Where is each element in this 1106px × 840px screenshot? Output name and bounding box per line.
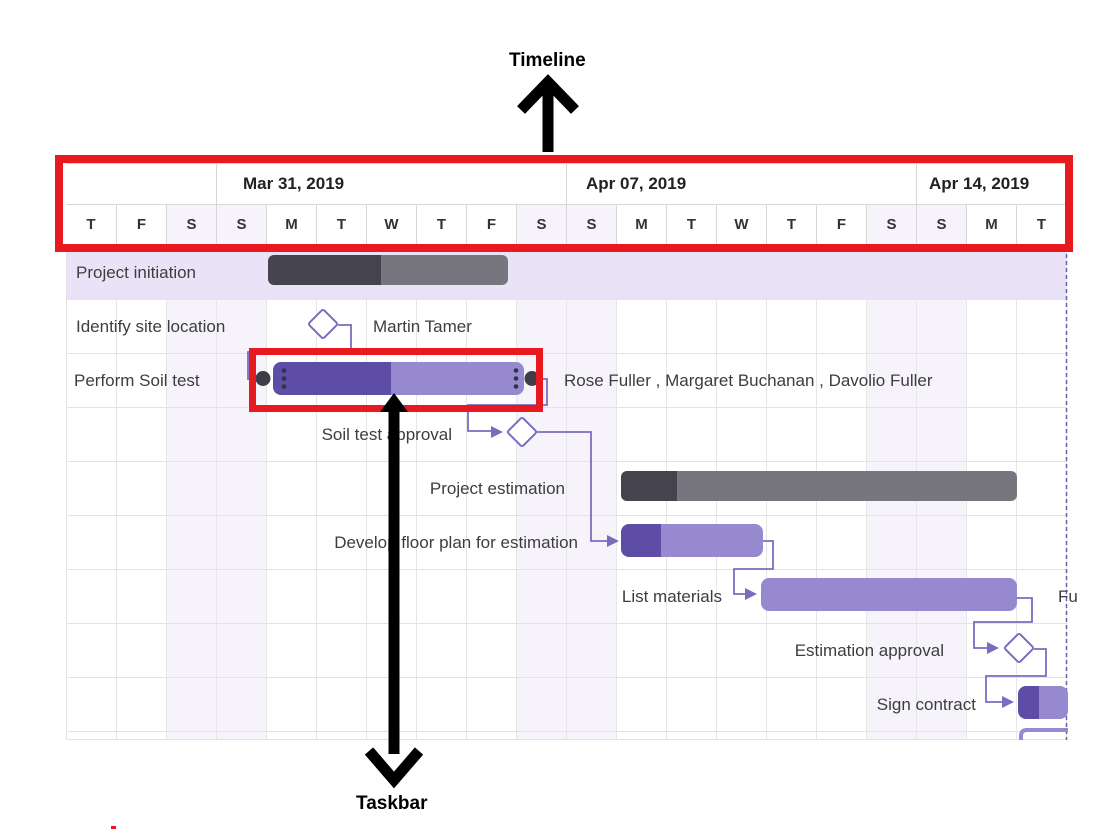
task-label: Perform Soil test xyxy=(74,371,200,390)
parent-taskbar[interactable] xyxy=(268,255,508,285)
day-column xyxy=(467,246,517,740)
resource-label: Rose Fuller , Margaret Buchanan , Davoli… xyxy=(564,371,933,390)
timeline-day-cell: M xyxy=(266,205,316,246)
dependency-arrowhead xyxy=(745,588,757,600)
taskbar-progress xyxy=(1018,686,1039,719)
taskbar-progress xyxy=(621,524,661,557)
dependency-arrowhead xyxy=(1002,696,1014,708)
milestone-diamond[interactable] xyxy=(1003,632,1035,664)
task-label: List materials xyxy=(621,587,722,606)
timeline-annotation-label: Timeline xyxy=(509,50,586,71)
taskbar[interactable] xyxy=(621,524,763,557)
day-column xyxy=(117,246,167,740)
timeline-day-cell: S xyxy=(866,205,916,246)
timeline-day-cell: S xyxy=(916,205,966,246)
timeline-day-cell: F xyxy=(816,205,866,246)
day-column xyxy=(267,246,317,740)
row-divider xyxy=(67,678,1067,732)
taskbar-progress xyxy=(621,471,677,501)
day-column xyxy=(367,246,417,740)
timeline-day-cell: W xyxy=(716,205,766,246)
day-column xyxy=(317,246,367,740)
task-label: Project estimation xyxy=(429,479,565,498)
timeline-day-cell: T xyxy=(316,205,366,246)
timeline-day-cell: T xyxy=(1016,205,1066,246)
taskbar-highlight-box xyxy=(249,348,543,412)
weekend-stripe xyxy=(517,246,567,740)
drag-handle-right[interactable] xyxy=(513,368,519,373)
milestone-layer xyxy=(255,308,1068,740)
day-column xyxy=(417,246,467,740)
timeline-day-cell: W xyxy=(366,205,416,246)
weekend-stripe xyxy=(167,246,217,740)
weekend-stripe xyxy=(567,246,617,740)
dependency-line xyxy=(733,540,774,595)
timeline-day-cell: T xyxy=(666,205,716,246)
timeline-up-arrow xyxy=(517,74,579,152)
taskbar[interactable] xyxy=(1018,686,1068,719)
taskbar-progress xyxy=(273,362,391,395)
day-column xyxy=(67,246,117,740)
drag-handle-left[interactable] xyxy=(281,376,287,381)
task-label: Project initiation xyxy=(76,263,197,282)
selected-row-highlight xyxy=(67,246,1067,300)
task-label: Estimation approval xyxy=(794,641,944,660)
drag-handle-right[interactable] xyxy=(513,384,519,389)
timeline-day-cell: S xyxy=(216,205,266,246)
row-divider xyxy=(67,570,1067,624)
dependency-arrowhead xyxy=(491,426,503,438)
timeline-day-cell: T xyxy=(86,216,96,233)
taskbar[interactable] xyxy=(273,362,524,395)
milestone-diamond[interactable] xyxy=(506,416,538,448)
connector-point-right[interactable] xyxy=(524,371,540,386)
timeline-day-cell: S xyxy=(166,205,216,246)
task-label: Sign contract xyxy=(876,695,976,714)
taskbar-annotation-label: Taskbar xyxy=(356,793,428,814)
task-label: Identify site location xyxy=(76,317,226,336)
milestone-diamond[interactable] xyxy=(307,308,339,340)
resource-label: Martin Tamer xyxy=(373,317,472,336)
row-divider xyxy=(67,246,1067,300)
timeline-week-cell: Apr 14, 2019 xyxy=(916,164,1066,204)
timeline-week-tier: Mar 31, 2019 Apr 07, 2019 Apr 14, 2019 xyxy=(66,163,1066,204)
row-divider xyxy=(67,624,1067,678)
timeline-highlight-box xyxy=(55,155,1073,252)
row-divider xyxy=(67,516,1067,570)
dependency-line xyxy=(973,597,1033,649)
parent-taskbar[interactable] xyxy=(621,471,1017,501)
drag-handle-right[interactable] xyxy=(513,376,519,381)
row-divider xyxy=(67,732,1067,740)
clipped-next-taskbar xyxy=(1019,728,1068,740)
timeline-day-cell: F xyxy=(466,205,516,246)
dependency-line xyxy=(537,431,607,542)
row-divider xyxy=(67,408,1067,462)
timeline-day-cell: M xyxy=(616,205,666,246)
timeline-day-cell: M xyxy=(966,205,1016,246)
resource-label: Fu xyxy=(1058,587,1078,606)
drag-handle-left[interactable] xyxy=(281,368,287,373)
task-label: Soil test approval xyxy=(321,425,452,444)
dependency-line xyxy=(985,648,1047,703)
drag-handle-left[interactable] xyxy=(281,384,287,389)
row-divider xyxy=(67,300,1067,354)
row-divider xyxy=(67,462,1067,516)
red-speck-artifact xyxy=(111,826,116,829)
dependency-arrowhead xyxy=(987,642,999,654)
timeline-day-cell: S xyxy=(516,205,566,246)
timeline-day-cell: T xyxy=(416,205,466,246)
connector-point-left[interactable] xyxy=(255,371,271,386)
taskbar[interactable] xyxy=(761,578,1017,611)
timeline-week-cell: Apr 07, 2019 xyxy=(566,164,916,204)
timeline-week-cell: Mar 31, 2019 xyxy=(216,164,566,204)
timeline-day-cell: F xyxy=(116,205,166,246)
gantt-body: Project initiation Identify site location… xyxy=(66,245,1078,740)
timeline-day-cell: T xyxy=(766,205,816,246)
dependency-arrowhead xyxy=(607,535,619,547)
row-divider xyxy=(67,354,1067,408)
taskbar-progress xyxy=(268,255,381,285)
timeline-day-cell: S xyxy=(566,205,616,246)
weekend-stripe xyxy=(217,246,267,740)
